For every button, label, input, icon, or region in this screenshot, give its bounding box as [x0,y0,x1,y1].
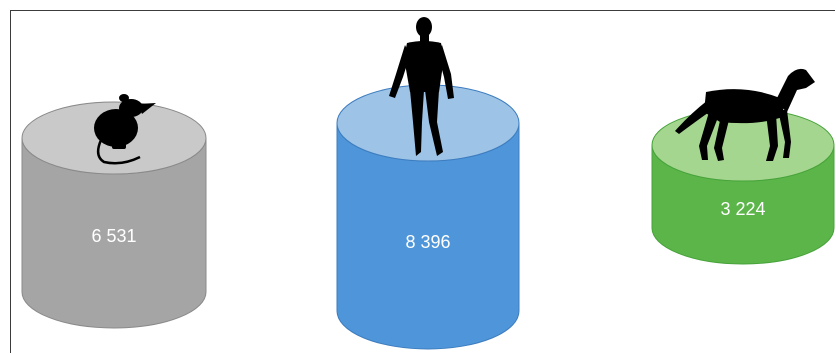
cylinder-human-value: 8 396 [405,232,450,252]
rat-silhouette-icon [94,94,156,165]
cylinder-rat-value: 6 531 [91,226,136,246]
cylinder-human: 8 396 [336,17,520,350]
cylinder-dog: 3 224 [651,68,835,265]
frame-border [10,10,835,353]
human-silhouette-icon [389,17,454,156]
cylinder-dog-value: 3 224 [720,199,765,219]
dog-silhouette-icon [675,68,815,161]
cylinder-rat: 6 531 [21,94,207,329]
